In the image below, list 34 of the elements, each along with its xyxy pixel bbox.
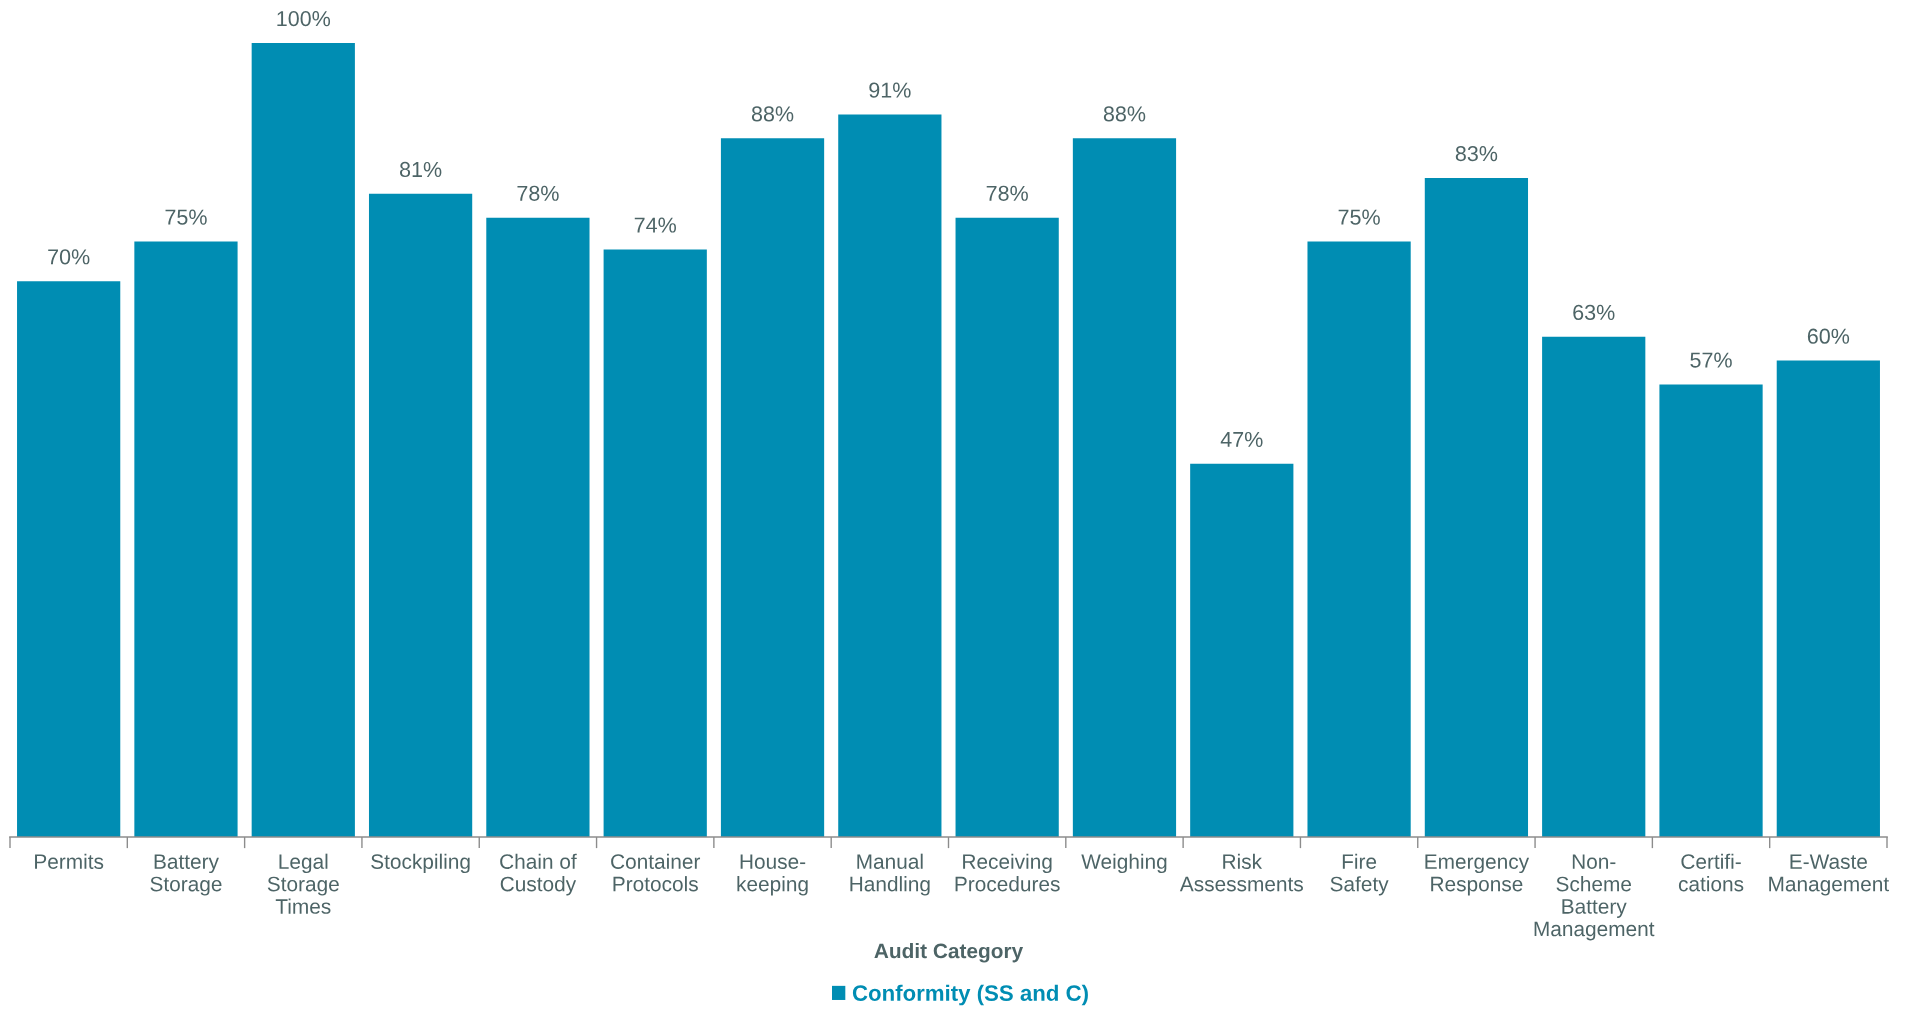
x-tick-label: Legal Storage Times bbox=[267, 853, 339, 914]
x-tick-label: Container Protocols bbox=[611, 853, 701, 892]
data-label: 100% bbox=[277, 11, 331, 27]
x-tick-label: Permits bbox=[35, 853, 104, 869]
data-label: 63% bbox=[1573, 304, 1615, 321]
legend-label: Conformity (SS and C) bbox=[852, 984, 1088, 1006]
x-tick-label: Emergency Response bbox=[1425, 854, 1530, 896]
x-tick-label: Risk Assessments bbox=[1179, 853, 1303, 892]
data-label: 81% bbox=[399, 161, 442, 178]
data-label: 75% bbox=[165, 209, 207, 225]
x-tick-label: Chain of Custody bbox=[500, 853, 577, 896]
data-label: 57% bbox=[1690, 352, 1732, 368]
x-tick-label: Certifi- cations bbox=[1678, 853, 1744, 892]
x-tick-label: Stockpiling bbox=[371, 853, 470, 874]
x-axis-title: Audit Category bbox=[874, 943, 1024, 963]
x-tick-label: Weighing bbox=[1081, 853, 1167, 874]
data-label: 75% bbox=[1338, 209, 1380, 225]
data-label: 60% bbox=[1807, 328, 1850, 344]
data-label: 91% bbox=[869, 82, 911, 98]
data-label: 88% bbox=[751, 106, 794, 122]
data-label: 78% bbox=[986, 185, 1028, 201]
data-label: 47% bbox=[1220, 431, 1263, 447]
x-tick-label: Receiving Procedures bbox=[955, 853, 1060, 892]
x-tick-label: Manual Handling bbox=[850, 853, 930, 896]
x-tick-label: Fire Safety bbox=[1330, 853, 1389, 896]
data-label: 70% bbox=[48, 249, 90, 265]
data-label: 88% bbox=[1103, 106, 1146, 122]
data-label: 74% bbox=[634, 217, 676, 233]
x-tick-label: House- keeping bbox=[737, 854, 808, 896]
x-tick-label: E-Waste Management bbox=[1769, 854, 1889, 896]
x-tick-label: Non- Scheme Battery Management bbox=[1534, 854, 1655, 941]
x-tick-label: Battery Storage bbox=[150, 854, 222, 896]
data-label: 83% bbox=[1455, 145, 1498, 162]
data-label: 78% bbox=[517, 185, 559, 201]
